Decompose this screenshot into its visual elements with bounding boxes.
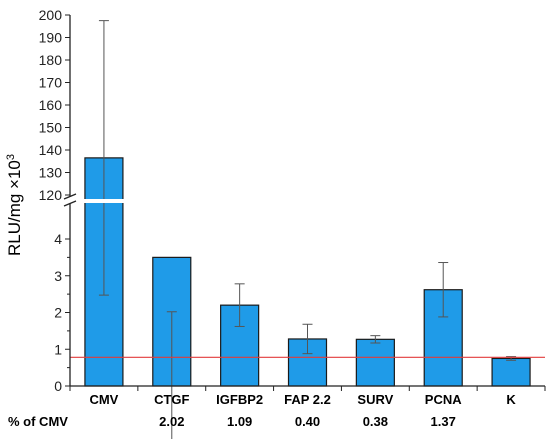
y-tick-label: 150 (39, 120, 63, 136)
category-label: SURV (357, 392, 393, 407)
axis-break-gap (83, 199, 124, 203)
category-label: CMV (89, 392, 118, 407)
y-tick-label: 170 (39, 75, 63, 91)
percent-value: 0.38 (363, 414, 388, 429)
percent-value: 1.37 (431, 414, 456, 429)
y-tick-label: 1 (54, 341, 62, 357)
y-tick-label: 4 (54, 231, 62, 247)
y-axis-label: RLU/mg ×103 (5, 154, 24, 256)
category-label: PCNA (425, 392, 462, 407)
x-axis: CMV CTGF 2.02 IGFBP2 1.09 FAP 2.2 0.40 SURV 0.38… (69, 385, 546, 429)
category-label: IGFBP2 (216, 392, 263, 407)
category-label: CTGF (154, 392, 189, 407)
y-tick-label: 200 (39, 7, 63, 23)
category-label: K (506, 392, 516, 407)
y-tick-label: 180 (39, 52, 63, 68)
y-tick-label: 120 (39, 187, 63, 203)
axis-break-mark (63, 200, 77, 207)
y-tick-label: 3 (54, 268, 62, 284)
y-tick-label: 160 (39, 97, 63, 113)
percent-of-cmv-label: % of CMV (8, 414, 68, 429)
y-tick-label: 0 (54, 378, 62, 394)
plot-area (70, 20, 545, 439)
percent-value: 1.09 (227, 414, 252, 429)
y-tick-label: 140 (39, 142, 63, 158)
category-label: FAP 2.2 (284, 392, 331, 407)
y-tick-label: 190 (39, 30, 63, 46)
bar-k (491, 357, 531, 387)
y-tick-label: 2 (54, 305, 62, 321)
percent-value: 2.02 (159, 414, 184, 429)
bar-surv (355, 338, 395, 387)
y-axis: 0 1 2 3 4 120 130 140 150 160 170 180 190 200 (39, 7, 77, 394)
axis-break-mark (63, 193, 77, 200)
y-tick-label: 130 (39, 165, 63, 181)
percent-value: 0.40 (295, 414, 320, 429)
